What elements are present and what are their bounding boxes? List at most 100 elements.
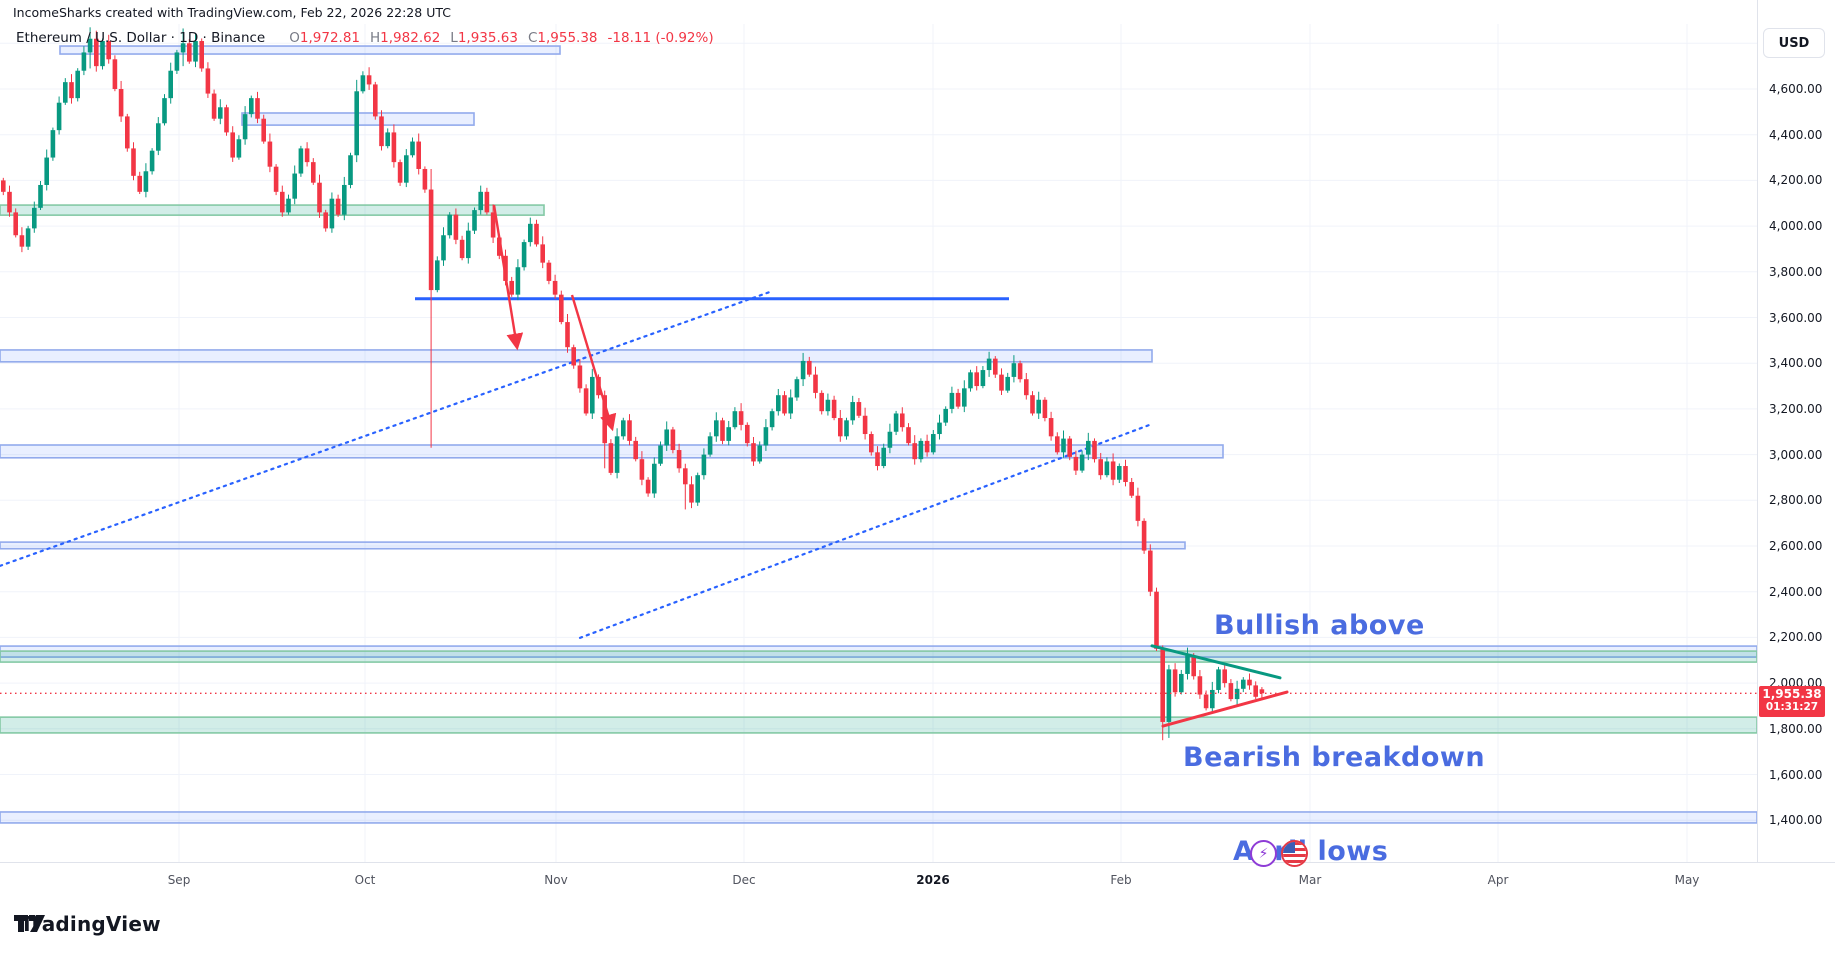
candle [862,407,868,440]
attribution-text: IncomeSharks created with TradingView.co… [13,5,451,20]
symbol-title[interactable]: Ethereum / U.S. Dollar · 1D · Binance [16,30,266,46]
candle [459,235,465,261]
candle [100,38,105,70]
candle [267,133,273,173]
candle [627,414,632,446]
time-axis-label: Dec [732,873,756,887]
candle [484,187,490,215]
candle [7,185,12,217]
currency-toggle-button[interactable]: USD [1763,28,1825,58]
candle [924,434,930,457]
candle [44,149,49,191]
time-axis-label: Feb [1110,873,1132,887]
candle [869,431,874,456]
candle [540,236,545,269]
candle [137,171,142,195]
candle [757,441,762,464]
time-axis[interactable]: Sep Oct Nov Dec 2026 Feb Mar Apr May [0,862,1835,897]
candle [838,409,843,442]
candle [1,177,6,196]
april-lows-zone-1410[interactable] [0,811,1758,824]
candle [50,127,56,161]
candle [224,104,229,136]
triangle-lower-red[interactable] [1161,690,1289,728]
tradingview-logo[interactable]: TradingView [13,912,161,936]
triangle-upper-green[interactable] [1150,644,1282,680]
candle [1092,438,1097,463]
candle [385,128,390,149]
candle [583,384,589,416]
candle [695,472,700,506]
price-axis-label: 2,800.00 [1769,493,1823,508]
candle [962,380,967,413]
price-axis-label: 1,800.00 [1769,721,1823,736]
supply-zone-4070[interactable] [0,204,545,216]
candle [521,239,527,271]
candle [714,412,719,442]
price-axis-label: 2,600.00 [1769,539,1823,553]
level-zone-2600[interactable] [0,541,1186,550]
candle [1061,430,1066,458]
price-axis-label: 3,400.00 [1769,356,1823,371]
annotation-bearish-breakdown[interactable]: Bearish breakdown [1183,742,1486,773]
current-price-tag[interactable]: 1,955.38 01:31:27 [1759,686,1825,717]
candle [974,366,979,391]
candle [1228,679,1234,702]
candle [813,366,818,399]
price-axis-label: 3,200.00 [1769,401,1823,416]
candle [199,38,204,72]
candle [323,209,328,232]
candle [354,79,359,163]
candle [391,124,397,168]
bar-countdown: 01:31:27 [1765,701,1819,713]
price-axis[interactable]: 4,600.00 4,400.00 4,200.00 4,000.00 3,800.00… [1757,0,1835,862]
price-axis-label: 2,200.00 [1769,630,1823,645]
demand-zone-1820[interactable] [0,716,1758,734]
candle [701,448,707,480]
candle [875,446,880,471]
time-axis-label: 2026 [916,873,950,887]
candle [887,423,893,454]
candle [1234,680,1240,705]
candle [1036,391,1041,419]
candle [360,71,366,94]
annotation-bullish-above[interactable]: Bullish above [1214,610,1425,641]
candle [999,368,1004,396]
candle [236,135,242,160]
candle [534,219,539,247]
low-value: 1,935.63 [457,30,518,46]
candle [937,414,942,440]
candle [645,477,651,497]
dotted-uptrend-short[interactable] [578,422,1154,639]
candle [776,388,781,416]
support-resistance-zones [0,45,1758,824]
candle [1055,432,1060,455]
dotted-uptrend-long[interactable] [0,290,772,567]
candle [342,176,347,221]
current-price-value: 1,955.38 [1762,687,1822,701]
candle [373,81,378,120]
dotted-trendlines [0,290,1154,639]
time-axis-label: Nov [544,873,568,887]
candle [1154,587,1159,652]
candle [745,422,750,447]
candle [639,451,645,486]
candle [478,185,483,215]
candle [819,390,824,415]
candle [707,432,713,457]
candle [410,137,415,158]
candle [571,344,576,369]
candle [559,290,564,325]
breakdown-arrow-2[interactable] [570,294,617,432]
candle [825,393,831,416]
breakdown-arrow-1[interactable] [492,204,524,351]
candle [1017,360,1023,383]
resistance-zone-4770[interactable] [59,45,561,55]
candle [335,194,341,217]
time-axis-label: May [1674,873,1700,887]
candle [490,204,496,244]
demand-zone-2110[interactable] [0,650,1758,663]
candle [379,110,384,151]
